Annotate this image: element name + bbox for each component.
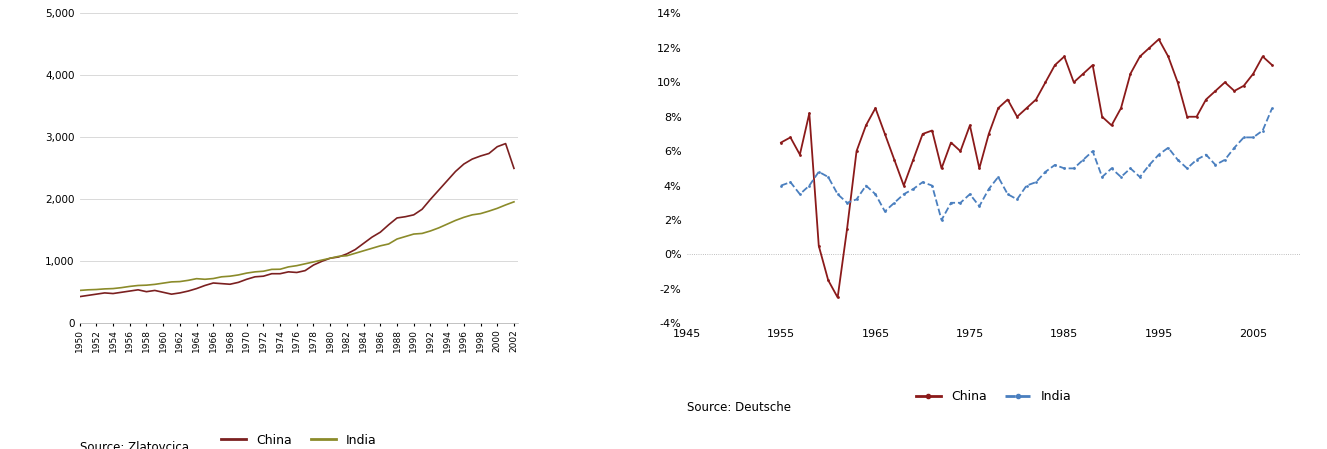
Text: Source: Zlatovcica: Source: Zlatovcica [80, 441, 188, 449]
Text: Source: Deutsche: Source: Deutsche [686, 401, 791, 414]
Legend: China, India: China, India [216, 429, 381, 449]
Legend: China, India: China, India [910, 385, 1076, 408]
